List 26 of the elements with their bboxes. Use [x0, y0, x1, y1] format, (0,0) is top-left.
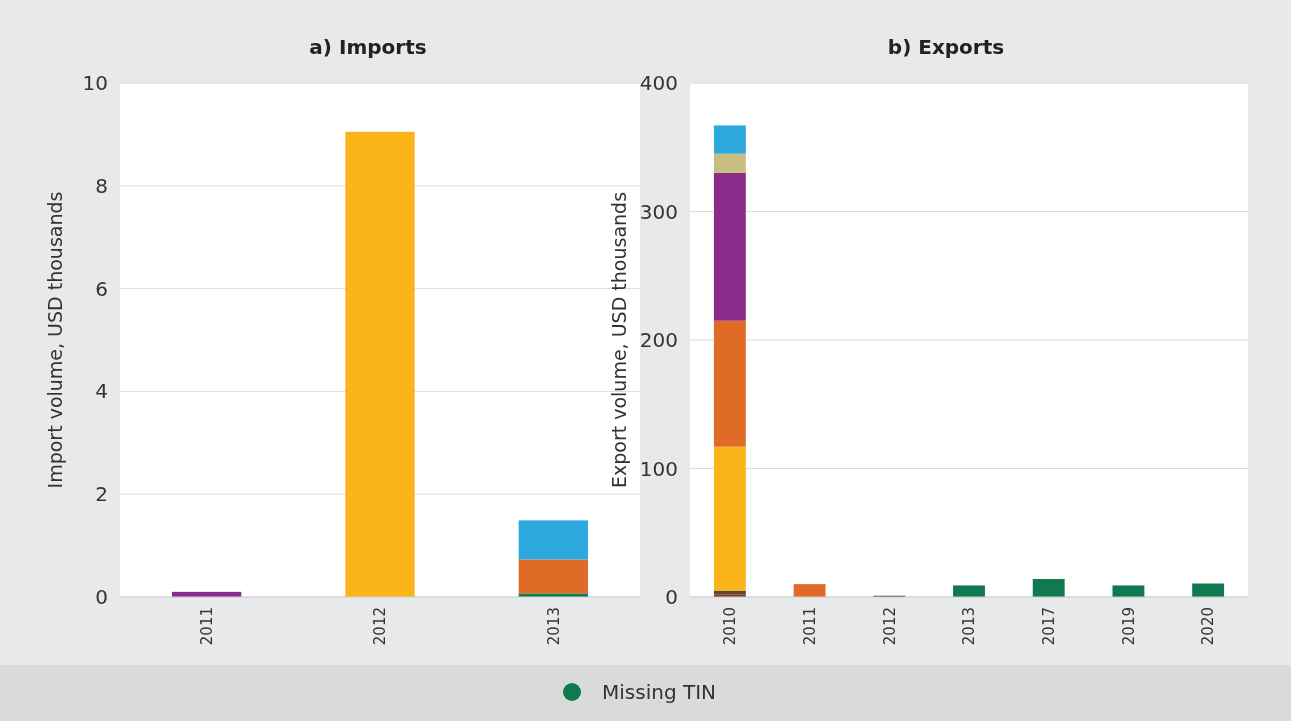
x-tick-label: 2013 — [544, 607, 563, 646]
y-tick-label: 10 — [82, 71, 108, 95]
y-tick-label: 2 — [95, 482, 108, 507]
legend-label: Missing TIN — [602, 680, 717, 704]
y-tick-label: 400 — [639, 71, 678, 95]
x-tick-label: 2012 — [371, 607, 390, 646]
chart-title: a) Imports — [309, 35, 427, 59]
x-tick-label: 2017 — [1039, 607, 1058, 646]
x-tick-label: 2012 — [880, 607, 899, 646]
x-tick-label: 2013 — [960, 607, 979, 646]
y-axis-title: Export volume, USD thousands — [608, 191, 630, 489]
y-tick-label: 200 — [639, 328, 678, 352]
x-tick-label: 2020 — [1199, 607, 1218, 646]
y-tick-label: 0 — [665, 585, 678, 609]
y-tick-label: 4 — [95, 379, 108, 404]
y-tick-label: 0 — [95, 585, 108, 609]
y-tick-label: 8 — [95, 173, 108, 198]
x-tick-label: 2010 — [721, 607, 740, 646]
y-tick-label: 300 — [639, 199, 678, 224]
y-tick-label: 6 — [95, 276, 108, 301]
x-tick-label: 2011 — [197, 607, 216, 646]
y-axis-title: Import volume, USD thousands — [44, 191, 66, 489]
x-tick-label: 2019 — [1119, 607, 1138, 646]
x-tick-label: 2011 — [800, 607, 819, 646]
chart-title: b) Exports — [887, 35, 1005, 59]
y-tick-label: 100 — [639, 456, 678, 481]
